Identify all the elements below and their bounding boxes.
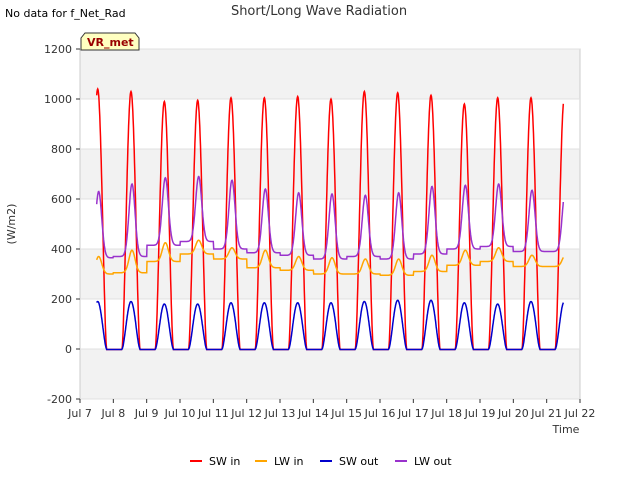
x-tick-label-9: Jul 16 — [364, 407, 396, 420]
y-tick-label-7: 1200 — [44, 43, 72, 56]
x-tick-label-13: Jul 20 — [497, 407, 529, 420]
x-tick-label-7: Jul 14 — [297, 407, 329, 420]
y-tick-label-6: 1000 — [44, 93, 72, 106]
band-3 — [80, 49, 580, 99]
x-tick-label-1: Jul 8 — [100, 407, 125, 420]
legend: SW in LW in SW out LW out — [190, 455, 452, 468]
x-axis-label: Time — [552, 423, 580, 436]
series-line-sw-out — [96, 299, 565, 351]
vr-met-badge: VR_met — [80, 32, 140, 51]
y-tick-label-3: 400 — [51, 243, 72, 256]
y-tick-label-1: 0 — [65, 343, 72, 356]
x-tick-label-5: Jul 12 — [230, 407, 262, 420]
y-tick-label-2: 200 — [51, 293, 72, 306]
y-tick-label-5: 800 — [51, 143, 72, 156]
y-tick-label-4: 600 — [51, 193, 72, 206]
x-tick-label-6: Jul 13 — [264, 407, 296, 420]
x-axis-ticks: Jul 7 Jul 8 Jul 9 Jul 10 Jul 11 Jul 12 Jul 13 J… — [67, 399, 595, 420]
x-tick-label-3: Jul 10 — [164, 407, 196, 420]
x-tick-label-11: Jul 18 — [430, 407, 462, 420]
badge-label: VR_met — [87, 36, 134, 49]
plot-background-bands — [80, 49, 580, 399]
series-lines — [95, 87, 565, 351]
x-tick-label-10: Jul 17 — [397, 407, 429, 420]
x-tick-label-2: Jul 9 — [134, 407, 159, 420]
band-0 — [80, 349, 580, 399]
legend-label-sw-out: SW out — [339, 455, 379, 468]
y-axis-ticks: -200 0 200 400 600 800 1000 1200 — [44, 43, 80, 406]
legend-label-lw-in: LW in — [274, 455, 304, 468]
series-line-lw-out — [95, 175, 565, 260]
badge-box — [80, 32, 140, 51]
series-line-lw-in — [95, 239, 564, 276]
x-tick-label-15: Jul 22 — [564, 407, 596, 420]
chart-title: Short/Long Wave Radiation — [231, 4, 407, 19]
legend-label-sw-in: SW in — [209, 455, 240, 468]
x-tick-label-0: Jul 7 — [67, 407, 92, 420]
no-data-note: No data for f_Net_Rad — [5, 7, 126, 20]
band-2 — [80, 149, 580, 199]
x-tick-label-4: Jul 11 — [197, 407, 229, 420]
legend-label-lw-out: LW out — [414, 455, 452, 468]
y-axis-label: (W/m2) — [5, 204, 18, 245]
y-tick-label-0: -200 — [47, 393, 72, 406]
band-1 — [80, 249, 580, 299]
x-tick-label-8: Jul 15 — [330, 407, 362, 420]
x-tick-label-12: Jul 19 — [464, 407, 496, 420]
x-tick-label-14: Jul 21 — [530, 407, 562, 420]
